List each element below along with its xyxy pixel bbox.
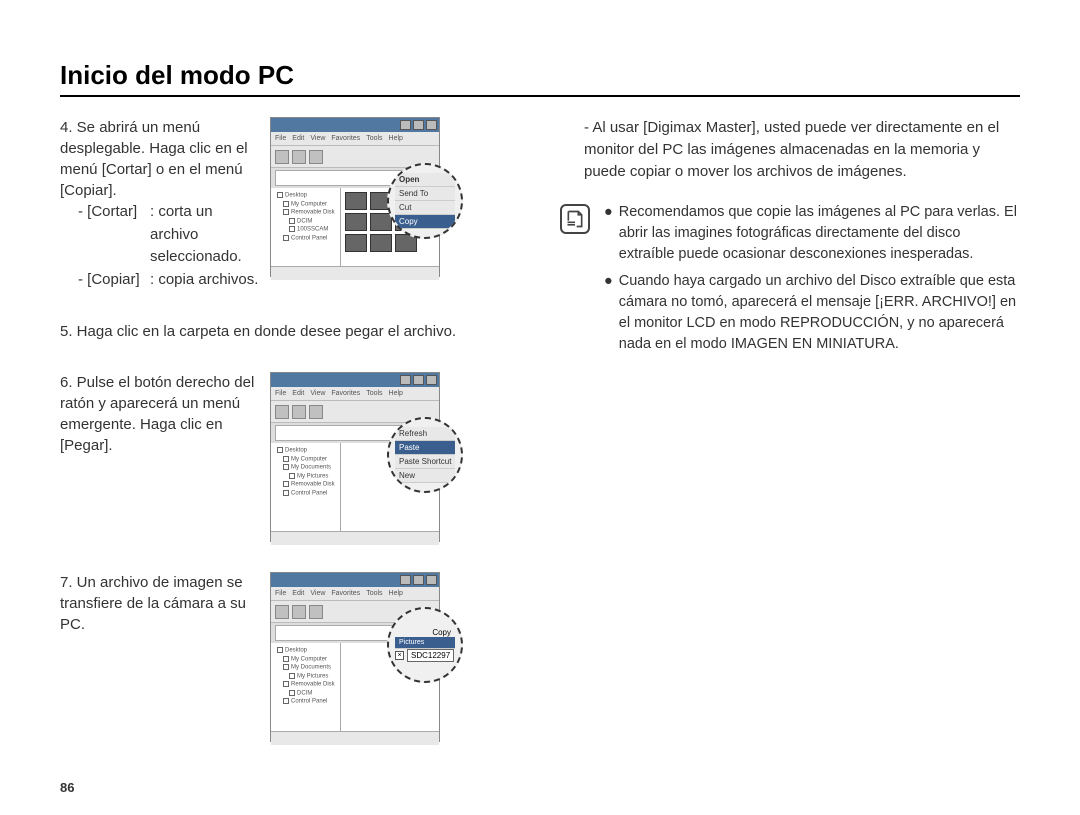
menu-new[interactable]: New [395,469,455,483]
note-bullet-1: ● Recomendamos que copie las imágenes al… [604,202,1020,265]
menu-view[interactable]: View [310,390,325,397]
bullet-icon: ● [604,271,613,355]
minimize-button[interactable] [400,375,411,385]
page-container: Inicio del modo PC 4. Se abrirá un menú … [0,0,1080,792]
menu-favorites[interactable]: Favorites [331,390,360,397]
close-button[interactable] [426,375,437,385]
bullet-icon: ● [604,202,613,265]
page-title: Inicio del modo PC [60,60,1020,91]
callout-copy-label: Copy [395,628,455,637]
left-column: 4. Se abrirá un menú desplegable. Haga c… [60,117,530,772]
step-7-text: 7. Un archivo de imagen se transfiere de… [60,572,260,742]
close-button[interactable] [426,120,437,130]
maximize-button[interactable] [413,575,424,585]
file-icon: × [395,651,404,660]
status-bar [271,266,439,280]
menu-paste[interactable]: Paste [395,441,455,455]
copiar-label: - [Copiar] [78,269,142,292]
toolbar-up[interactable] [309,405,323,419]
menu-open[interactable]: Open [395,173,455,187]
step-5-text: 5. Haga clic en la carpeta en donde dese… [60,321,520,342]
page-number: 86 [60,780,74,795]
window-menubar: File Edit View Favorites Tools Help [271,587,439,601]
callout-pictures-label: Pictures [395,637,455,649]
screenshot-step6: File Edit View Favorites Tools Help [270,372,440,542]
maximize-button[interactable] [413,120,424,130]
menu-refresh[interactable]: Refresh [395,427,455,441]
window-titlebar [271,373,439,387]
menu-edit[interactable]: Edit [292,390,304,397]
transferred-file-row: × SDC12297 [395,649,455,662]
menu-paste-shortcut[interactable]: Paste Shortcut [395,455,455,469]
cortar-label: - [Cortar] [78,201,142,269]
menu-copy[interactable]: Copy [395,215,455,229]
copiar-desc: : copia archivos. [150,269,260,292]
toolbar-back[interactable] [275,150,289,164]
columns: 4. Se abrirá un menú desplegable. Haga c… [60,117,1020,772]
menu-help[interactable]: Help [389,590,403,597]
close-button[interactable] [426,575,437,585]
step-5: 5. Haga clic en la carpeta en donde dese… [60,321,530,342]
toolbar-forward[interactable] [292,150,306,164]
file-name[interactable]: SDC12297 [407,649,454,662]
window-menubar: File Edit View Favorites Tools Help [271,132,439,146]
minimize-button[interactable] [400,575,411,585]
file-transferred-callout: Copy Pictures × SDC12297 [387,607,463,683]
toolbar-back[interactable] [275,605,289,619]
toolbar-up[interactable] [309,605,323,619]
menu-cut[interactable]: Cut [395,201,455,215]
step-4-text: 4. Se abrirá un menú desplegable. Haga c… [60,117,260,201]
menu-tools[interactable]: Tools [366,135,382,142]
menu-edit[interactable]: Edit [292,590,304,597]
note-bullet-1-text: Recomendamos que copie las imágenes al P… [619,202,1020,265]
cortar-desc: : corta un archivo seleccionado. [150,201,260,269]
menu-file[interactable]: File [275,390,286,397]
step-4-text-block: 4. Se abrirá un menú desplegable. Haga c… [60,117,260,291]
step-4-sub-cortar: - [Cortar] : corta un archivo selecciona… [78,201,260,269]
toolbar-back[interactable] [275,405,289,419]
menu-tools[interactable]: Tools [366,390,382,397]
step-4-sub-copiar: - [Copiar] : copia archivos. [78,269,260,292]
step-4: 4. Se abrirá un menú desplegable. Haga c… [60,117,530,291]
step-6-text: 6. Pulse el botón derecho del ratón y ap… [60,372,260,542]
window-titlebar [271,573,439,587]
menu-file[interactable]: File [275,590,286,597]
window-menubar: File Edit View Favorites Tools Help [271,387,439,401]
menu-favorites[interactable]: Favorites [331,590,360,597]
maximize-button[interactable] [413,375,424,385]
screenshot-step7: File Edit View Favorites Tools Help [270,572,440,742]
note-bullet-2: ● Cuando haya cargado un archivo del Dis… [604,271,1020,355]
note-icon [560,204,590,234]
toolbar-forward[interactable] [292,405,306,419]
menu-view[interactable]: View [310,135,325,142]
menu-sendto[interactable]: Send To [395,187,455,201]
context-menu-callout-paste: Refresh Paste Paste Shortcut New [387,417,463,493]
title-section: Inicio del modo PC [60,60,1020,97]
window-titlebar [271,118,439,132]
note-block: ● Recomendamos que copie las imágenes al… [560,202,1020,361]
status-bar [271,531,439,545]
menu-view[interactable]: View [310,590,325,597]
menu-favorites[interactable]: Favorites [331,135,360,142]
menu-edit[interactable]: Edit [292,135,304,142]
menu-file[interactable]: File [275,135,286,142]
screenshot-step4: File Edit View Favorites Tools Help [270,117,440,277]
step-7: 7. Un archivo de imagen se transfiere de… [60,572,530,742]
digimax-note: - Al usar [Digimax Master], usted puede … [560,117,1020,182]
note-list: ● Recomendamos que copie las imágenes al… [604,202,1020,361]
menu-tools[interactable]: Tools [366,590,382,597]
toolbar-forward[interactable] [292,605,306,619]
right-column: - Al usar [Digimax Master], usted puede … [560,117,1020,772]
step-6: 6. Pulse el botón derecho del ratón y ap… [60,372,530,542]
minimize-button[interactable] [400,120,411,130]
note-bullet-2-text: Cuando haya cargado un archivo del Disco… [619,271,1020,355]
menu-help[interactable]: Help [389,135,403,142]
menu-help[interactable]: Help [389,390,403,397]
context-menu-callout-copy: Open Send To Cut Copy [387,163,463,239]
toolbar-up[interactable] [309,150,323,164]
folder-tree[interactable]: Desktop My Computer My Documents My Pict… [271,643,341,731]
folder-tree[interactable]: Desktop My Computer My Documents My Pict… [271,443,341,531]
folder-tree[interactable]: Desktop My Computer Removable Disk DCIM … [271,188,341,266]
status-bar [271,731,439,745]
